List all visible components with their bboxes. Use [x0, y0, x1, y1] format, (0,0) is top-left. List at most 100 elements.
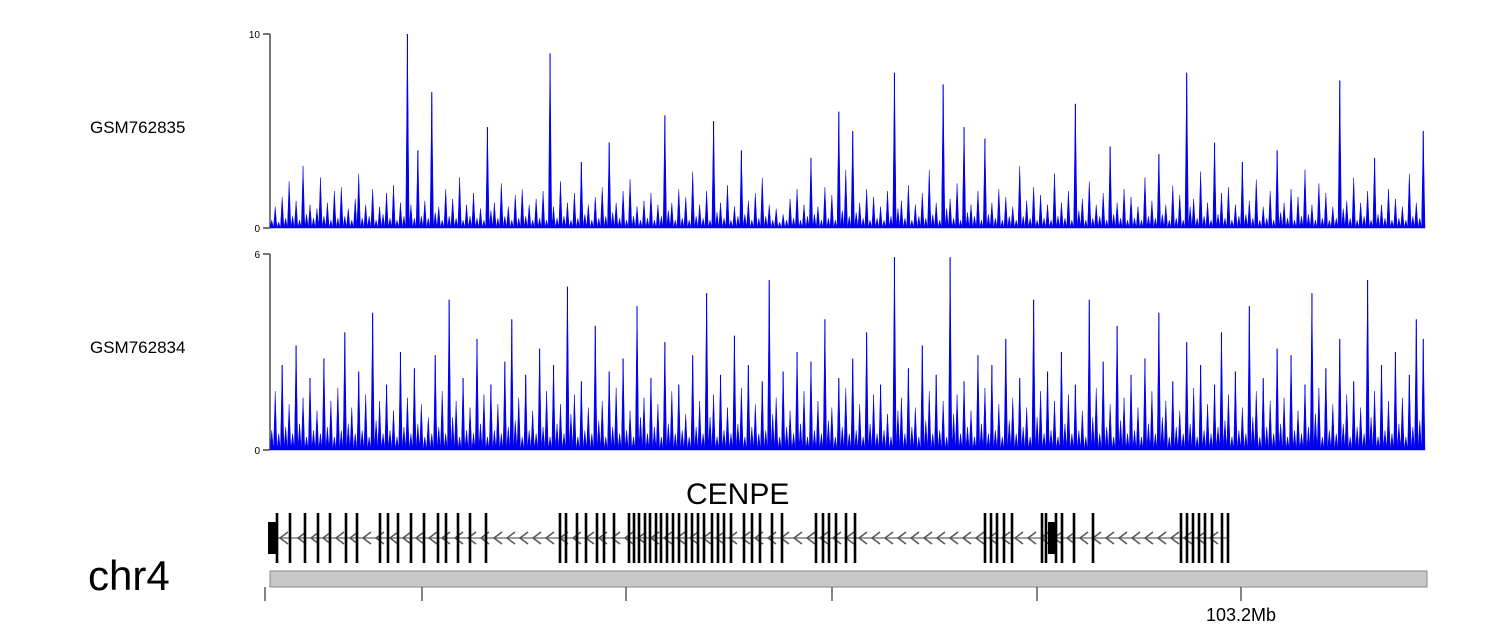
exon-bar[interactable]: [677, 513, 681, 563]
exon-bar[interactable]: [702, 513, 706, 563]
exon-bar[interactable]: [742, 513, 746, 563]
gene-name-label: CENPE: [686, 478, 790, 511]
exon-bar[interactable]: [834, 513, 838, 563]
strand-arrow-icon: [948, 531, 959, 545]
exon-bar[interactable]: [378, 513, 382, 563]
exon-bar[interactable]: [396, 513, 400, 563]
exon-bar[interactable]: [575, 513, 579, 563]
exon-bar[interactable]: [1179, 513, 1183, 563]
exon-bar[interactable]: [648, 513, 652, 563]
strand-arrow-icon: [1078, 531, 1089, 545]
exon-bar[interactable]: [484, 513, 488, 563]
strand-arrow-icon: [414, 531, 425, 545]
exon-bar[interactable]: [1072, 513, 1076, 563]
ideogram-bar[interactable]: [269, 570, 1428, 588]
exon-bar[interactable]: [1091, 513, 1095, 563]
exon-bar[interactable]: [1054, 513, 1058, 563]
exon-bar[interactable]: [1044, 513, 1048, 563]
exon-bar[interactable]: [303, 513, 307, 563]
exon-bar[interactable]: [770, 513, 774, 563]
exon-bar[interactable]: [564, 513, 568, 563]
exon-bar[interactable]: [1191, 513, 1195, 563]
exon-bar[interactable]: [436, 513, 440, 563]
exon-bar[interactable]: [716, 513, 720, 563]
exon-bar[interactable]: [758, 513, 762, 563]
exon-bar[interactable]: [637, 513, 641, 563]
exon-bar[interactable]: [1002, 513, 1006, 563]
strand-arrow-icon: [427, 531, 438, 545]
strand-arrow-icon: [1000, 531, 1011, 545]
strand-arrow-icon: [544, 531, 555, 545]
coverage-plot-gsm762834[interactable]: 60: [0, 0, 1500, 470]
strand-arrow-icon: [531, 531, 542, 545]
exon-bar[interactable]: [853, 513, 857, 563]
exon-bar[interactable]: [1060, 513, 1064, 563]
exon-bar[interactable]: [344, 513, 348, 563]
exon-bar[interactable]: [1226, 513, 1230, 563]
exon-bar[interactable]: [750, 513, 754, 563]
strand-arrow-icon: [766, 531, 777, 545]
exon-bar[interactable]: [844, 513, 848, 563]
strand-arrow-icon: [688, 531, 699, 545]
exon-bar[interactable]: [722, 513, 726, 563]
strand-arrow-icon: [870, 531, 881, 545]
exon-bar[interactable]: [821, 513, 825, 563]
exon-bar[interactable]: [602, 513, 606, 563]
exon-bar[interactable]: [989, 513, 993, 563]
exon-bar[interactable]: [995, 513, 999, 563]
exon-bar[interactable]: [643, 513, 647, 563]
exon-bar[interactable]: [288, 513, 292, 563]
exon-bar[interactable]: [696, 513, 700, 563]
utr-block[interactable]: [1048, 522, 1055, 554]
exon-bar[interactable]: [690, 513, 694, 563]
exon-bar[interactable]: [654, 513, 658, 563]
exon-bar[interactable]: [1197, 513, 1201, 563]
exon-bar[interactable]: [1220, 513, 1224, 563]
exon-bar[interactable]: [1203, 513, 1207, 563]
exon-bar[interactable]: [612, 513, 616, 563]
exon-bar[interactable]: [983, 513, 987, 563]
exon-bar[interactable]: [316, 513, 320, 563]
exon-bar[interactable]: [1040, 513, 1044, 563]
strand-arrow-icon: [831, 531, 842, 545]
exon-bar[interactable]: [827, 513, 831, 563]
exon-bar[interactable]: [468, 513, 472, 563]
exon-bar[interactable]: [665, 513, 669, 563]
exon-bar[interactable]: [627, 513, 631, 563]
coverage-track-gsm762835[interactable]: GSM762835 10 0: [0, 0, 1500, 240]
exon-bar[interactable]: [1210, 513, 1214, 563]
ideogram-rect[interactable]: [269, 570, 1428, 588]
gene-model-cenpe[interactable]: [268, 513, 1230, 563]
exon-bar[interactable]: [584, 513, 588, 563]
coverage-plot-gsm762835[interactable]: 10 0: [0, 0, 1500, 240]
exon-bar[interactable]: [780, 513, 784, 563]
exon-bar[interactable]: [684, 513, 688, 563]
exon-bar[interactable]: [355, 513, 359, 563]
utr-block[interactable]: [268, 522, 277, 554]
exon-bar[interactable]: [710, 513, 714, 563]
exon-bar[interactable]: [386, 513, 390, 563]
exon-bar[interactable]: [814, 513, 818, 563]
exon-bar[interactable]: [409, 513, 413, 563]
exon-bar[interactable]: [558, 513, 562, 563]
strand-arrow-icon: [935, 531, 946, 545]
exon-bar[interactable]: [328, 513, 332, 563]
exon-bar[interactable]: [422, 513, 426, 563]
exon-bar[interactable]: [456, 513, 460, 563]
exon-bar[interactable]: [729, 513, 733, 563]
exon-bar[interactable]: [1010, 513, 1014, 563]
exon-bar[interactable]: [632, 513, 636, 563]
exon-bar[interactable]: [1185, 513, 1189, 563]
exon-bar[interactable]: [444, 513, 448, 563]
exon-bar[interactable]: [671, 513, 675, 563]
strand-arrow-icon: [374, 531, 385, 545]
exon-bar[interactable]: [659, 513, 663, 563]
strand-arrow-icon: [296, 531, 307, 545]
exon-bar[interactable]: [595, 513, 599, 563]
